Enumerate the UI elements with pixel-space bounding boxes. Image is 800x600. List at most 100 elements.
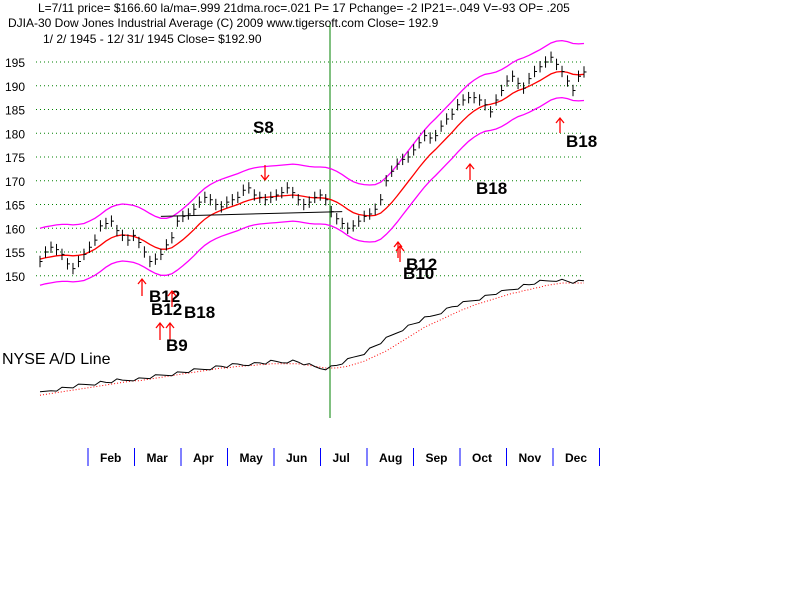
price-bar xyxy=(94,234,98,246)
signal-label: B9 xyxy=(166,336,188,355)
price-bar xyxy=(462,94,466,106)
price-bar xyxy=(44,246,48,258)
price-bar xyxy=(303,198,307,211)
price-bar xyxy=(501,84,505,97)
price-bar xyxy=(72,262,76,275)
price-bar xyxy=(281,186,285,199)
price-bar xyxy=(556,58,560,71)
price-bar xyxy=(138,236,142,249)
price-bar xyxy=(259,191,263,204)
price-bar xyxy=(204,191,208,204)
price-bar xyxy=(220,201,224,213)
ad-line xyxy=(39,278,585,393)
price-bar xyxy=(435,129,439,142)
price-bar xyxy=(176,215,180,227)
month-label: Jul xyxy=(333,451,350,465)
price-bar xyxy=(352,220,356,232)
price-bar xyxy=(292,186,296,199)
price-bar xyxy=(517,77,521,90)
price-bar xyxy=(572,84,576,97)
price-bar xyxy=(182,210,186,223)
price-bar xyxy=(561,65,565,78)
month-label: Apr xyxy=(193,451,214,465)
price-bar xyxy=(231,194,235,206)
price-bar xyxy=(369,208,373,220)
price-bar xyxy=(237,191,241,204)
header-line-1: L=7/11 price= $166.60 la/ma=.999 21dma.r… xyxy=(38,1,570,15)
price-bar xyxy=(429,132,433,144)
horizontal-gridlines xyxy=(36,61,584,277)
month-label: Dec xyxy=(565,451,587,465)
price-bar xyxy=(187,208,191,220)
price-bar xyxy=(506,75,510,87)
signal-arrow-head xyxy=(155,321,165,329)
price-bar xyxy=(88,241,92,253)
ad-line-label: NYSE A/D Line xyxy=(2,351,111,368)
price-bar xyxy=(473,91,477,104)
price-bar xyxy=(149,255,153,268)
price-bar xyxy=(77,255,81,268)
price-bar xyxy=(358,215,362,227)
y-axis-ticks: 150 155 160 165 170 175 180 185 190 195 xyxy=(5,56,25,284)
price-bar xyxy=(413,144,417,156)
signal-arrow-head xyxy=(555,116,565,124)
month-label: Oct xyxy=(472,451,492,465)
price-bar xyxy=(308,196,312,208)
signal-b18: B18 xyxy=(167,289,215,322)
price-bar xyxy=(99,220,103,232)
price-bar xyxy=(578,70,582,82)
price-bar xyxy=(248,182,252,194)
month-label: Mar xyxy=(147,451,169,465)
price-bar xyxy=(132,229,136,242)
signal-b18: B18 xyxy=(465,162,507,198)
price-bar xyxy=(523,82,527,94)
price-bar xyxy=(193,203,197,215)
price-bar xyxy=(484,99,488,111)
price-bar xyxy=(297,194,301,206)
price-bar xyxy=(198,196,202,208)
ad-ma-line xyxy=(39,282,584,396)
price-bar xyxy=(374,203,378,215)
header-line-3: 1/ 2/ 1945 - 12/ 31/ 1945 Close= $192.90 xyxy=(43,32,262,46)
price-bar xyxy=(154,253,158,265)
lower-band xyxy=(39,96,585,286)
price-bar xyxy=(495,94,499,106)
trendline-segment xyxy=(160,211,343,217)
upper-band xyxy=(39,39,585,229)
month-axis: Feb Mar Apr May Jun Jul Aug Sep Oct Nov Dec xyxy=(87,448,600,466)
signal-label: B12 xyxy=(406,255,437,274)
price-bar xyxy=(539,61,543,73)
price-bar xyxy=(171,232,175,244)
signal-label: S8 xyxy=(253,118,274,137)
price-bar xyxy=(330,205,334,218)
price-bars xyxy=(39,51,587,275)
price-bar xyxy=(61,248,65,261)
price-bar xyxy=(242,184,246,196)
price-bar xyxy=(418,137,422,149)
price-bar xyxy=(490,106,494,118)
price-bar xyxy=(528,72,532,85)
price-bar xyxy=(457,99,461,111)
y-tick-label: 175 xyxy=(5,151,25,165)
month-label: Feb xyxy=(100,451,121,465)
price-bar xyxy=(275,189,279,201)
y-tick-label: 155 xyxy=(5,246,25,260)
price-bar xyxy=(314,191,318,204)
envelope-bands xyxy=(39,39,585,286)
signal-b9: B9 xyxy=(165,321,188,355)
price-bar xyxy=(319,189,323,201)
y-tick-label: 165 xyxy=(5,199,25,213)
price-bar xyxy=(270,191,274,204)
price-bar xyxy=(407,151,411,163)
price-bar xyxy=(253,189,257,201)
price-bar xyxy=(325,194,329,206)
price-bar xyxy=(264,194,268,206)
price-bar xyxy=(380,194,384,206)
y-tick-label: 160 xyxy=(5,222,25,236)
price-bar xyxy=(402,153,406,166)
price-bar xyxy=(341,217,345,230)
price-bar xyxy=(165,239,169,251)
price-bar xyxy=(110,215,114,227)
signal-label: B18 xyxy=(476,179,507,198)
